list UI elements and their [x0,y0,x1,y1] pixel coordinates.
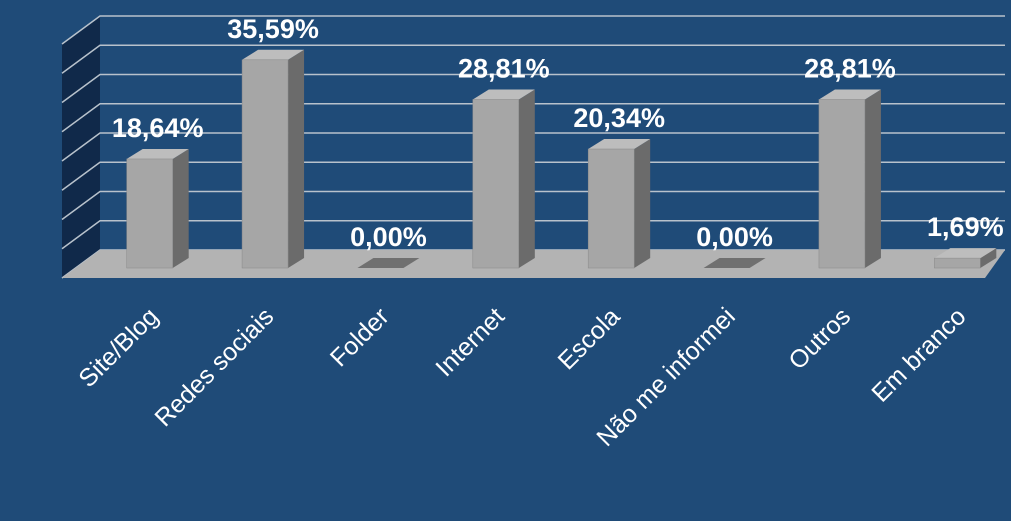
grid-line [61,44,1005,74]
data-label: 35,59% [227,14,319,44]
bar-side [288,49,305,269]
bar-side [864,89,881,268]
bar [126,148,189,269]
bar [703,258,766,268]
bar-top [588,139,651,150]
grid-line [61,161,1005,191]
bar-top [818,89,881,100]
bar-top [126,148,189,159]
grid-line [61,73,1005,104]
bar-top [472,89,535,100]
bar-front [587,148,635,269]
bar [818,89,881,269]
bar-top [357,258,420,268]
grid-line [61,190,1005,221]
bar-top [242,49,305,60]
bar [241,49,305,269]
data-label: 1,69% [927,212,1004,242]
data-label: 20,34% [573,103,665,133]
data-label: 0,00% [696,222,773,252]
bar-front [472,99,520,269]
bar [587,139,651,269]
grid-line [61,132,1005,162]
bar-front [818,99,866,269]
bar-front [241,59,289,269]
bar-top [934,248,997,259]
grid-line [61,15,1005,45]
bar-front [934,257,981,269]
data-label: 28,81% [804,53,896,83]
bar [472,89,535,269]
bar-front [126,158,173,269]
bar-top [703,258,766,268]
grid-line [61,103,1005,133]
data-label: 28,81% [458,53,550,83]
bar [357,258,420,268]
data-label: 0,00% [350,222,427,252]
bar-side [518,89,535,268]
bar-side [634,139,651,268]
data-label: 18,64% [112,113,204,143]
bar-side [172,148,189,268]
bar-side [980,248,997,268]
bar [934,248,997,269]
grid-line [61,220,1005,250]
